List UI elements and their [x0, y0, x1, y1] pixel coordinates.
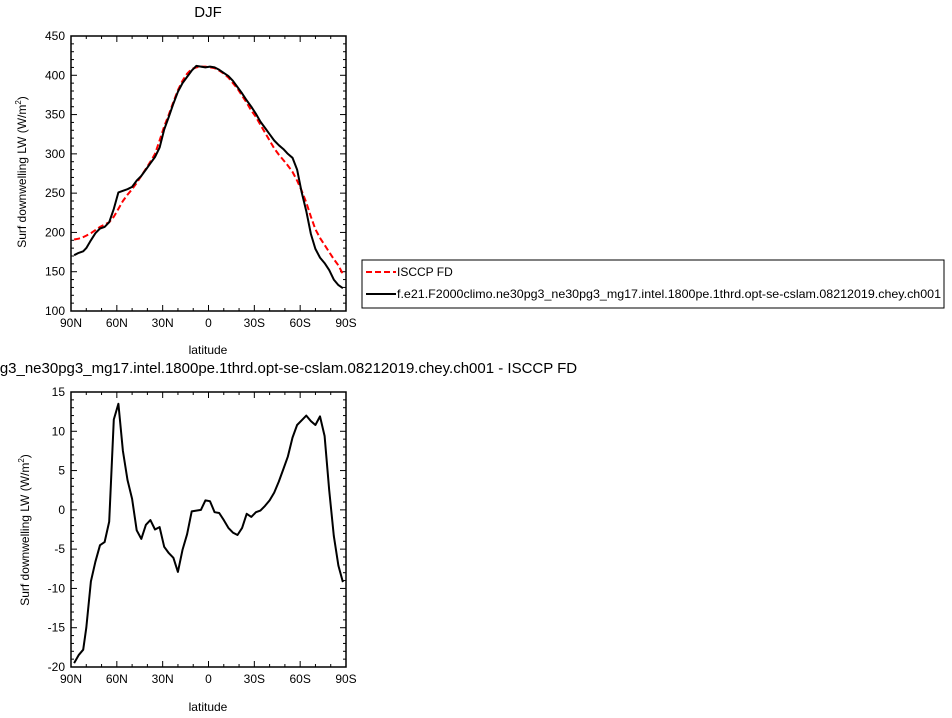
- y-tick-label: 400: [45, 68, 65, 82]
- x-tick-label: 90S: [335, 672, 356, 686]
- y-tick-label: -5: [54, 542, 65, 556]
- y-axis-title-superscript: 2: [17, 458, 26, 463]
- x-tick-label: 30N: [152, 672, 174, 686]
- y-tick-label: 0: [58, 503, 65, 517]
- y-tick-label: 150: [45, 265, 65, 279]
- panel-difference: f.e21.F2000climo.ne30pg3_ne30pg3_mg17.in…: [0, 360, 577, 714]
- x-tick-label: 0: [205, 672, 212, 686]
- y-axis-title-superscript: 2: [14, 100, 23, 105]
- x-tick-label: 30S: [244, 316, 265, 330]
- y-tick-label: 200: [45, 225, 65, 239]
- y-tick-label: 250: [45, 186, 65, 200]
- chart-title: DJF: [194, 4, 222, 21]
- plot-area: 90N 60N 30N 0 30S 60S 90S -20 -15 -10 -5 0 5 10 15: [48, 385, 357, 686]
- series-line-0: [73, 65, 344, 275]
- x-axis-title: latitude: [189, 343, 228, 357]
- x-tick-label: 30N: [152, 316, 174, 330]
- series-line-0: [73, 402, 344, 664]
- x-tick-label: 60N: [106, 672, 128, 686]
- y-axis-title-main: Surf downwelling LW (W/m: [15, 105, 29, 248]
- y-tick-label: 15: [52, 385, 66, 399]
- series-line-1: [73, 64, 344, 290]
- y-tick-label: -20: [48, 660, 66, 674]
- y-tick-label: 350: [45, 108, 65, 122]
- x-tick-label: 90S: [335, 316, 356, 330]
- x-tick-label: 30S: [244, 672, 265, 686]
- legend-label-isccp-fd: ISCCP FD: [397, 265, 453, 279]
- legend-frame: [361, 259, 945, 309]
- chart-title: f.e21.F2000climo.ne30pg3_ne30pg3_mg17.in…: [0, 360, 577, 377]
- y-axis-title-end: ): [15, 96, 29, 100]
- y-tick-label: 450: [45, 29, 65, 43]
- y-tick-label: 5: [58, 464, 65, 478]
- y-tick-label: 10: [52, 424, 66, 438]
- y-tick-label: 100: [45, 304, 65, 318]
- legend: ISCCP FD f.e21.F2000climo.ne30pg3_ne30pg…: [361, 259, 945, 309]
- panel-djf-mean: DJF 90N 60N 30N 0 30S 60S 90S 100 150 200 250 300 35…: [14, 4, 945, 357]
- y-tick-label: -10: [48, 581, 66, 595]
- x-tick-label: 0: [205, 316, 212, 330]
- x-tick-label: 90N: [60, 316, 82, 330]
- y-tick-label: 300: [45, 147, 65, 161]
- y-axis-title-main: Surf downwelling LW (W/m: [18, 463, 32, 606]
- y-tick-label: -15: [48, 621, 66, 635]
- x-tick-label: 90N: [60, 672, 82, 686]
- y-axis-title-end: ): [18, 454, 32, 458]
- y-axis-title: Surf downwelling LW (W/m2): [17, 454, 32, 606]
- plot-frame: [70, 35, 347, 312]
- x-tick-label: 60N: [106, 316, 128, 330]
- y-axis-title: Surf downwelling LW (W/m2): [14, 96, 29, 248]
- x-tick-label: 60S: [289, 316, 310, 330]
- x-tick-label: 60S: [289, 672, 310, 686]
- plot-area: 90N 60N 30N 0 30S 60S 90S 100 150 200 250 300 350 400…: [45, 29, 357, 330]
- x-axis-title: latitude: [189, 700, 228, 714]
- legend-label-model: f.e21.F2000climo.ne30pg3_ne30pg3_mg17.in…: [397, 287, 941, 301]
